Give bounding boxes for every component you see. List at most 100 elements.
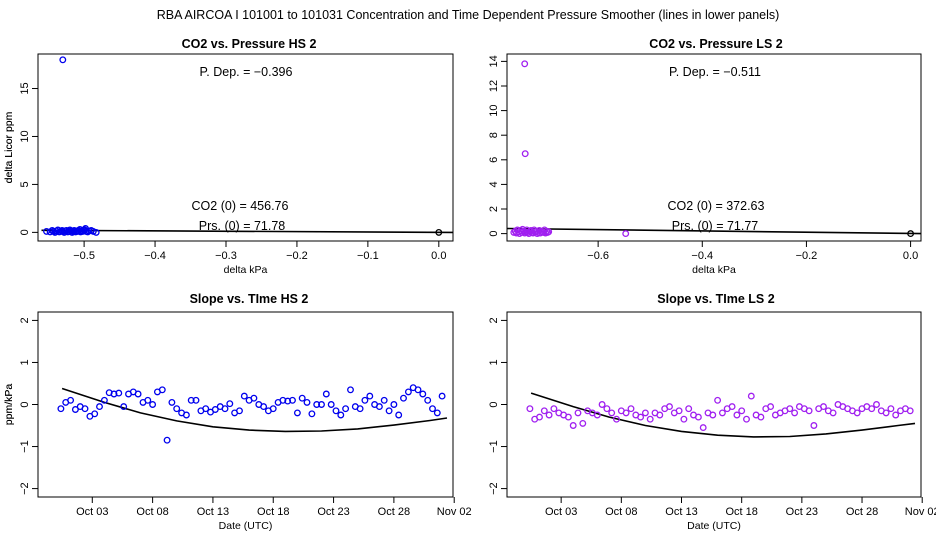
data-point	[163, 436, 171, 444]
y-tick-label: −2	[19, 482, 31, 495]
data-point	[390, 401, 398, 408]
fit-line	[507, 227, 921, 235]
data-point	[80, 226, 88, 234]
y-tick-label: 6	[488, 157, 500, 163]
data-point	[680, 415, 688, 423]
data-point	[882, 409, 890, 417]
x-tick-label: Oct 18	[725, 506, 757, 518]
data-point	[71, 406, 79, 413]
data-point	[545, 228, 553, 236]
data-point	[550, 405, 558, 413]
data-point	[279, 396, 287, 404]
data-point	[521, 60, 529, 68]
fit-line	[61, 387, 448, 433]
data-point	[211, 406, 219, 413]
data-point	[892, 411, 900, 419]
plot-frame	[506, 53, 922, 242]
data-point	[385, 407, 393, 415]
data-point	[637, 413, 645, 421]
data-point	[521, 150, 529, 158]
data-point	[110, 390, 118, 398]
annot-pdep: P. Dep. = −0.511	[669, 65, 761, 79]
x-axis-label: Date (UTC)	[687, 520, 741, 532]
data-point	[313, 401, 321, 408]
data-point	[81, 405, 89, 413]
x-tick-label: −0.6	[587, 250, 609, 262]
panel-title: CO2 vs. Pressure LS 2	[649, 37, 782, 51]
data-point	[728, 403, 736, 411]
x-tick-label: Oct 28	[378, 506, 410, 518]
x-axis-label: Date (UTC)	[219, 520, 273, 532]
data-point	[375, 403, 383, 411]
y-tick-label: 4	[488, 181, 500, 187]
data-point	[675, 407, 683, 415]
data-point	[907, 230, 915, 238]
x-tick-label: Oct 23	[786, 506, 818, 518]
data-point	[429, 405, 436, 413]
y-axis-label: delta Licor ppm	[3, 111, 15, 183]
panel-slope-time-ls: Slope vs. TIme LS 2 Oct 03 Oct 08 Oct 13 Oct…	[3, 292, 936, 532]
y-tick-label: 2	[488, 206, 500, 212]
x-tick-label: 0.0	[431, 250, 446, 262]
data-point	[564, 413, 572, 421]
data-point	[260, 403, 268, 411]
data-point	[656, 411, 664, 419]
data-point	[767, 403, 775, 411]
fit-line	[530, 392, 916, 438]
x-tick-label: Oct 08	[136, 506, 168, 518]
data-point	[685, 405, 693, 413]
data-point	[298, 394, 306, 402]
data-point	[666, 403, 673, 411]
data-point	[134, 390, 142, 398]
data-point	[120, 403, 128, 411]
data-point	[67, 396, 75, 404]
data-point	[96, 403, 103, 411]
data-point	[733, 411, 741, 419]
panel-slope-time-hs: Slope vs. TIme HS 2 Oct 03 Oct 08 Oct 13 Oct…	[3, 292, 472, 532]
annot-co2: CO2 (0) = 456.76	[192, 199, 289, 213]
data-point	[284, 397, 292, 405]
plot-frame	[37, 53, 454, 242]
data-point	[240, 392, 248, 400]
y-tick-label: −1	[19, 440, 31, 453]
y-tick-label: 5	[19, 181, 31, 187]
data-point	[906, 407, 914, 415]
y-tick-label: 0	[19, 401, 31, 407]
y-tick-label: 15	[19, 82, 31, 94]
data-point	[303, 398, 311, 406]
data-point	[226, 400, 234, 408]
data-point	[853, 409, 861, 417]
data-point	[622, 409, 630, 417]
data-point	[574, 409, 582, 417]
y-tick-label: 1	[19, 359, 31, 365]
panels: CO2 vs. Pressure HS 2 −0.5 −0.4 −0.3 −0.2 −0.…	[3, 37, 936, 532]
fit-line	[41, 229, 453, 234]
x-tick-label: Oct 13	[197, 506, 229, 518]
data-point	[608, 409, 616, 417]
data-point	[361, 396, 369, 404]
data-point	[337, 411, 345, 419]
data-point	[202, 405, 210, 413]
data-point	[598, 401, 606, 408]
data-point	[380, 396, 388, 404]
data-point	[627, 405, 635, 413]
x-tick-label: Oct 18	[257, 506, 289, 518]
panel-co2-pressure-ls: CO2 vs. Pressure LS 2 −0.6 −0.4 −0.2 0.0 0 2 4 6…	[3, 37, 922, 276]
data-point	[115, 389, 123, 397]
data-point	[322, 390, 330, 398]
x-tick-label: 0.0	[903, 250, 918, 262]
data-point	[187, 396, 195, 404]
data-point	[404, 388, 412, 396]
data-point	[540, 407, 548, 415]
data-point	[603, 405, 611, 413]
data-point	[269, 405, 277, 413]
data-point	[236, 407, 243, 415]
data-point	[805, 407, 813, 415]
annot-pdep: P. Dep. = −0.396	[200, 65, 293, 79]
data-point	[829, 409, 837, 417]
data-point	[545, 411, 553, 419]
data-point	[57, 405, 65, 413]
x-tick-label: Oct 23	[317, 506, 349, 518]
data-point	[435, 228, 443, 236]
